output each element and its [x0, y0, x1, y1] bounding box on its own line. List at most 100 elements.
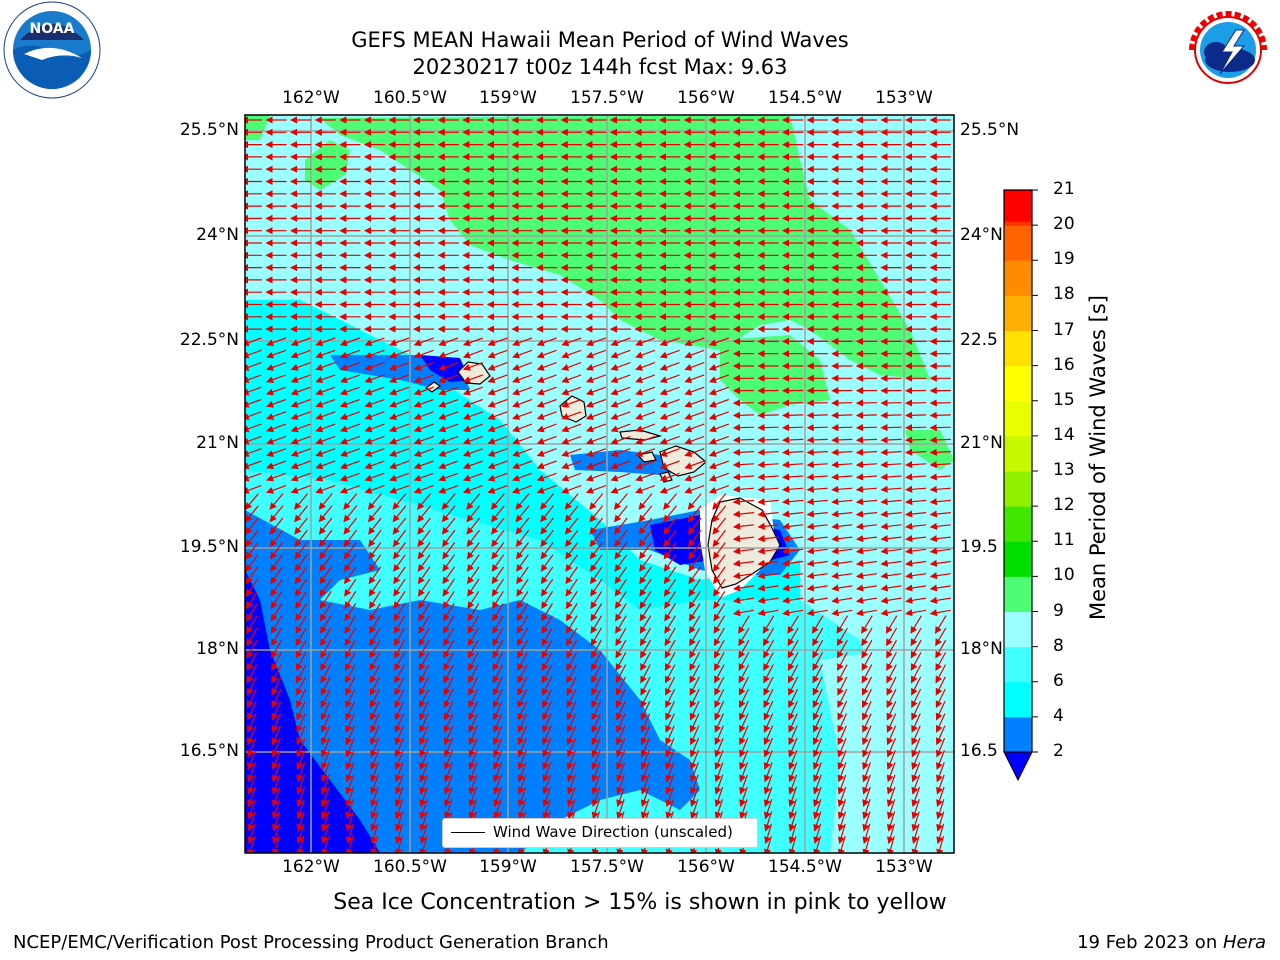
- wind-arrow: [318, 529, 333, 548]
- wind-arrow: [367, 493, 382, 510]
- wind-arrow: [343, 542, 357, 560]
- wind-arrow: [712, 542, 726, 560]
- chart-subtitle: 20230217 t00z 144h fcst Max: 9.63: [412, 55, 788, 79]
- wind-arrow: [266, 472, 287, 482]
- wind-arrow: [540, 566, 554, 585]
- wind-arrow: [635, 362, 656, 371]
- wind-arrow: [610, 472, 631, 482]
- legend-label: Wind Wave Direction (unscaled): [493, 823, 733, 841]
- wind-arrow: [806, 424, 828, 432]
- wind-arrow: [613, 505, 628, 523]
- wind-arrow: [639, 590, 652, 610]
- wind-arrow: [438, 423, 459, 433]
- wind-arrow: [467, 603, 480, 622]
- wind-arrow: [344, 578, 357, 597]
- wind-arrow: [368, 517, 382, 535]
- wind-arrow: [566, 639, 578, 659]
- wind-arrow: [490, 505, 505, 523]
- wind-arrow: [684, 460, 705, 470]
- wind-arrow: [344, 627, 356, 647]
- wind-arrow: [462, 472, 484, 482]
- legend-line-icon: [451, 832, 485, 833]
- wind-arrow: [393, 554, 406, 572]
- wind-arrow: [855, 572, 877, 580]
- wind-arrow: [389, 398, 410, 408]
- wind-arrow: [364, 349, 385, 359]
- wind-arrow: [343, 505, 358, 523]
- wind-arrow: [364, 362, 385, 371]
- wind-arrow: [245, 517, 259, 535]
- wind-arrow: [339, 472, 361, 482]
- colorbar-segment: [1004, 541, 1032, 577]
- wind-arrow: [585, 423, 607, 433]
- wind-arrow: [339, 485, 361, 494]
- colorbar-label: 4: [1053, 705, 1064, 726]
- wind-arrow: [290, 337, 311, 347]
- wind-arrow: [664, 639, 676, 659]
- wind-arrow: [855, 510, 878, 518]
- wind-arrow: [294, 493, 309, 510]
- wind-arrow: [467, 615, 480, 634]
- wind-arrow: [929, 522, 951, 530]
- wind-arrow: [413, 448, 434, 457]
- wind-arrow: [910, 652, 922, 672]
- island-maui: [659, 445, 707, 477]
- wind-arrow: [688, 578, 701, 597]
- wind-arrow: [757, 547, 779, 555]
- wind-arrow: [561, 472, 582, 482]
- wind-arrow: [320, 639, 332, 659]
- wind-arrow: [290, 349, 311, 359]
- wind-arrow: [536, 423, 557, 433]
- colorbar-label: 20: [1053, 214, 1075, 235]
- wind-arrow: [880, 596, 902, 604]
- wind-arrow: [413, 386, 434, 396]
- wind-arrow: [339, 411, 361, 420]
- wind-arrow: [413, 337, 434, 347]
- wind-arrow: [782, 448, 804, 456]
- wind-arrow: [266, 485, 287, 494]
- wind-arrow: [364, 386, 385, 396]
- wind-arrow: [855, 424, 878, 432]
- wind-arrow: [290, 435, 311, 445]
- wind-arrow: [319, 542, 333, 560]
- wind-arrow: [861, 652, 873, 672]
- wind-arrow: [364, 448, 385, 457]
- wind-arrow: [929, 473, 951, 481]
- wind-arrow: [491, 554, 505, 572]
- wind-arrow: [320, 627, 332, 647]
- wind-arrow: [271, 652, 282, 672]
- wind-arrow: [757, 473, 779, 481]
- wind-arrow: [319, 578, 332, 597]
- wind-arrow: [487, 386, 508, 396]
- wind-arrow: [389, 460, 410, 470]
- colorbar-label: 6: [1053, 670, 1064, 691]
- wind-arrow: [708, 349, 730, 359]
- wind-arrow: [364, 398, 385, 408]
- wind-arrow: [659, 349, 680, 359]
- wind-arrow: [290, 386, 311, 396]
- wind-arrow: [345, 664, 356, 684]
- wind-arrow: [713, 566, 726, 585]
- wind-arrow: [910, 615, 922, 634]
- wind-arrow: [812, 639, 824, 659]
- wind-arrow: [438, 337, 459, 347]
- wind-arrow: [613, 493, 628, 510]
- wind-arrow: [540, 554, 554, 572]
- wind-arrow: [413, 435, 434, 445]
- wind-arrow: [315, 411, 336, 420]
- wind-arrow: [389, 435, 410, 445]
- wind-arrow: [782, 424, 804, 432]
- wind-arrow: [468, 664, 479, 684]
- wind-arrow: [315, 386, 336, 396]
- wind-arrow: [541, 627, 553, 647]
- wind-arrow: [462, 337, 484, 347]
- wind-arrow: [929, 609, 951, 617]
- wind-arrow: [561, 386, 582, 396]
- wind-arrow: [369, 639, 381, 659]
- wind-arrow: [590, 578, 603, 597]
- wind-arrow: [757, 485, 779, 493]
- wind-arrow: [541, 652, 553, 672]
- wind-arrow: [466, 493, 481, 510]
- wind-arrow: [294, 578, 308, 597]
- wind-arrow: [689, 627, 701, 647]
